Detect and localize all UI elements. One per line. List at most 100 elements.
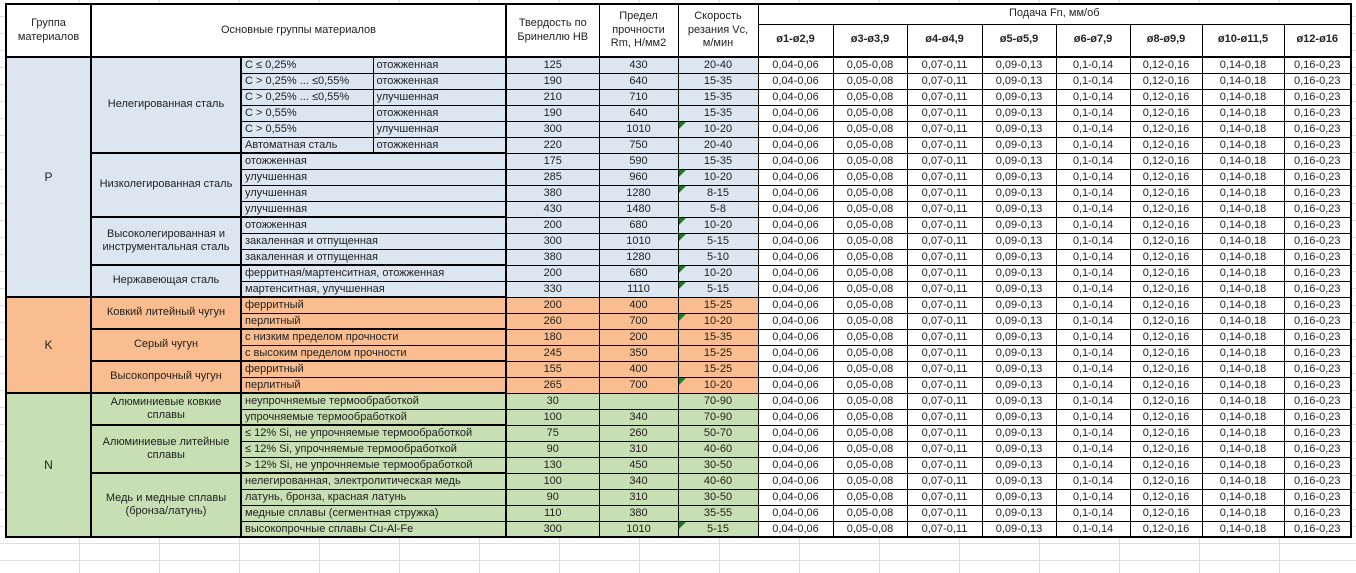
hardness-cell[interactable]: 125: [505, 56, 600, 74]
header-diameter-4[interactable]: ø6-ø7,9: [1055, 23, 1131, 58]
hardness-cell[interactable]: 300: [505, 232, 600, 250]
feed-cell-5[interactable]: 0,12-0,16: [1129, 328, 1203, 346]
feed-cell-0[interactable]: 0,04-0,06: [757, 440, 834, 458]
material-description-cell[interactable]: неупрочняемые термообработкой: [240, 392, 507, 410]
feed-cell-0[interactable]: 0,04-0,06: [757, 88, 834, 106]
material-description-cell[interactable]: улучшенная: [240, 184, 507, 202]
feed-cell-3[interactable]: 0,09-0,13: [981, 472, 1057, 490]
material-state-cell[interactable]: отожженная: [372, 104, 507, 122]
feed-cell-1[interactable]: 0,05-0,08: [832, 56, 908, 74]
feed-cell-7[interactable]: 0,16-0,23: [1283, 424, 1352, 442]
feed-cell-0[interactable]: 0,04-0,06: [757, 296, 834, 314]
feed-cell-7[interactable]: 0,16-0,23: [1283, 88, 1352, 106]
feed-cell-4[interactable]: 0,1-0,14: [1055, 136, 1131, 154]
feed-cell-6[interactable]: 0,14-0,18: [1201, 344, 1285, 362]
feed-cell-6[interactable]: 0,14-0,18: [1201, 152, 1285, 170]
material-description-cell[interactable]: улучшенная: [240, 168, 507, 186]
feed-cell-5[interactable]: 0,12-0,16: [1129, 120, 1203, 138]
feed-cell-6[interactable]: 0,14-0,18: [1201, 472, 1285, 490]
feed-cell-3[interactable]: 0,09-0,13: [981, 296, 1057, 314]
feed-cell-7[interactable]: 0,16-0,23: [1283, 456, 1352, 474]
feed-cell-6[interactable]: 0,14-0,18: [1201, 88, 1285, 106]
feed-cell-6[interactable]: 0,14-0,18: [1201, 104, 1285, 122]
material-group-cell-N[interactable]: N: [5, 392, 92, 538]
feed-cell-7[interactable]: 0,16-0,23: [1283, 168, 1352, 186]
header-diameter-3[interactable]: ø5-ø5,9: [981, 23, 1057, 58]
feed-cell-0[interactable]: 0,04-0,06: [757, 264, 834, 282]
feed-cell-4[interactable]: 0,1-0,14: [1055, 504, 1131, 522]
speed-cell[interactable]: 10-20: [677, 168, 759, 186]
material-subgroup-cell[interactable]: Ковкий литейный чугун: [90, 296, 242, 330]
feed-cell-0[interactable]: 0,04-0,06: [757, 408, 834, 426]
feed-cell-7[interactable]: 0,16-0,23: [1283, 232, 1352, 250]
feed-cell-6[interactable]: 0,14-0,18: [1201, 408, 1285, 426]
speed-cell[interactable]: 10-20: [677, 216, 759, 234]
feed-cell-5[interactable]: 0,12-0,16: [1129, 184, 1203, 202]
feed-cell-5[interactable]: 0,12-0,16: [1129, 520, 1203, 538]
strength-cell[interactable]: 350: [598, 344, 679, 362]
feed-cell-3[interactable]: 0,09-0,13: [981, 312, 1057, 330]
speed-cell[interactable]: 35-55: [677, 504, 759, 522]
feed-cell-5[interactable]: 0,12-0,16: [1129, 360, 1203, 378]
feed-cell-2[interactable]: 0,07-0,11: [906, 72, 983, 90]
feed-cell-6[interactable]: 0,14-0,18: [1201, 120, 1285, 138]
feed-cell-4[interactable]: 0,1-0,14: [1055, 248, 1131, 266]
feed-cell-1[interactable]: 0,05-0,08: [832, 248, 908, 266]
feed-cell-5[interactable]: 0,12-0,16: [1129, 168, 1203, 186]
material-subgroup-cell[interactable]: Нержавеющая сталь: [90, 264, 242, 298]
feed-cell-5[interactable]: 0,12-0,16: [1129, 104, 1203, 122]
strength-cell[interactable]: 960: [598, 168, 679, 186]
speed-cell[interactable]: 15-35: [677, 88, 759, 106]
material-description-cell[interactable]: латунь, бронза, красная латунь: [240, 488, 507, 506]
feed-cell-2[interactable]: 0,07-0,11: [906, 280, 983, 298]
feed-cell-5[interactable]: 0,12-0,16: [1129, 504, 1203, 522]
feed-cell-7[interactable]: 0,16-0,23: [1283, 488, 1352, 506]
material-subgroup-cell[interactable]: Нелегированная сталь: [90, 56, 242, 154]
feed-cell-7[interactable]: 0,16-0,23: [1283, 184, 1352, 202]
strength-cell[interactable]: 590: [598, 152, 679, 170]
feed-cell-1[interactable]: 0,05-0,08: [832, 280, 908, 298]
speed-cell[interactable]: 15-25: [677, 344, 759, 362]
feed-cell-5[interactable]: 0,12-0,16: [1129, 392, 1203, 410]
feed-cell-4[interactable]: 0,1-0,14: [1055, 280, 1131, 298]
feed-cell-1[interactable]: 0,05-0,08: [832, 360, 908, 378]
strength-cell[interactable]: 1010: [598, 232, 679, 250]
strength-cell[interactable]: 310: [598, 488, 679, 506]
feed-cell-5[interactable]: 0,12-0,16: [1129, 376, 1203, 394]
hardness-cell[interactable]: 75: [505, 424, 600, 442]
feed-cell-2[interactable]: 0,07-0,11: [906, 520, 983, 538]
speed-cell[interactable]: 50-70: [677, 424, 759, 442]
feed-cell-3[interactable]: 0,09-0,13: [981, 168, 1057, 186]
feed-cell-4[interactable]: 0,1-0,14: [1055, 344, 1131, 362]
hardness-cell[interactable]: 265: [505, 376, 600, 394]
feed-cell-6[interactable]: 0,14-0,18: [1201, 248, 1285, 266]
feed-cell-7[interactable]: 0,16-0,23: [1283, 408, 1352, 426]
feed-cell-2[interactable]: 0,07-0,11: [906, 360, 983, 378]
hardness-cell[interactable]: 300: [505, 520, 600, 538]
strength-cell[interactable]: [598, 392, 679, 410]
feed-cell-7[interactable]: 0,16-0,23: [1283, 104, 1352, 122]
feed-cell-4[interactable]: 0,1-0,14: [1055, 456, 1131, 474]
material-subgroup-cell[interactable]: Серый чугун: [90, 328, 242, 362]
material-subgroup-cell[interactable]: Алюминиевые литейные сплавы: [90, 424, 242, 474]
header-diameter-2[interactable]: ø4-ø4,9: [906, 23, 983, 58]
feed-cell-1[interactable]: 0,05-0,08: [832, 504, 908, 522]
feed-cell-5[interactable]: 0,12-0,16: [1129, 488, 1203, 506]
feed-cell-3[interactable]: 0,09-0,13: [981, 440, 1057, 458]
feed-cell-0[interactable]: 0,04-0,06: [757, 152, 834, 170]
feed-cell-2[interactable]: 0,07-0,11: [906, 184, 983, 202]
speed-cell[interactable]: 10-20: [677, 264, 759, 282]
speed-cell[interactable]: 15-35: [677, 72, 759, 90]
feed-cell-5[interactable]: 0,12-0,16: [1129, 152, 1203, 170]
feed-cell-2[interactable]: 0,07-0,11: [906, 232, 983, 250]
feed-cell-1[interactable]: 0,05-0,08: [832, 328, 908, 346]
material-spec-cell[interactable]: C > 0,25% ... ≤0,55%: [240, 72, 374, 90]
feed-cell-4[interactable]: 0,1-0,14: [1055, 184, 1131, 202]
feed-cell-3[interactable]: 0,09-0,13: [981, 200, 1057, 218]
feed-cell-0[interactable]: 0,04-0,06: [757, 312, 834, 330]
hardness-cell[interactable]: 190: [505, 104, 600, 122]
feed-cell-1[interactable]: 0,05-0,08: [832, 376, 908, 394]
feed-cell-7[interactable]: 0,16-0,23: [1283, 280, 1352, 298]
material-description-cell[interactable]: перлитный: [240, 376, 507, 394]
feed-cell-5[interactable]: 0,12-0,16: [1129, 136, 1203, 154]
